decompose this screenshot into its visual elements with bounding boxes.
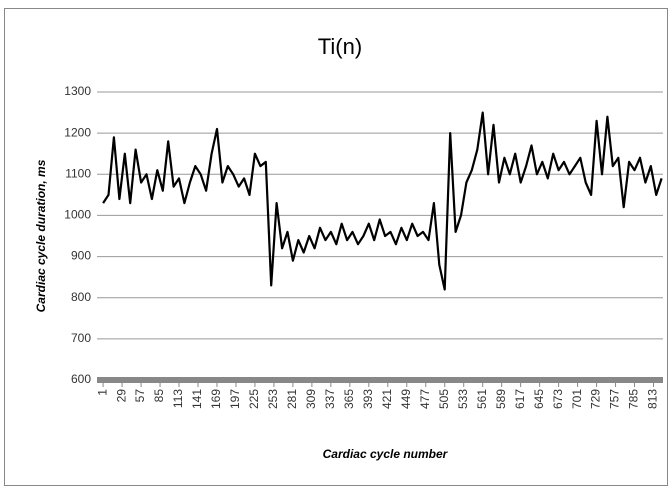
y-tick-label: 600 xyxy=(71,372,91,386)
x-tick-label: 85 xyxy=(152,389,166,403)
chart-border xyxy=(4,8,668,486)
x-tick-label: 785 xyxy=(627,389,641,409)
x-tick-label: 57 xyxy=(133,389,147,403)
x-tick-label: 337 xyxy=(323,389,337,409)
y-tick-label: 1000 xyxy=(64,208,91,222)
y-tick-label: 1200 xyxy=(64,125,91,139)
x-tick-label: 253 xyxy=(266,389,280,409)
x-tick-label: 701 xyxy=(570,389,584,409)
x-tick-label: 365 xyxy=(342,389,356,409)
x-tick-label: 813 xyxy=(646,389,660,409)
x-tick-label: 169 xyxy=(209,389,223,409)
x-tick-label: 197 xyxy=(228,389,242,409)
x-tick-label: 617 xyxy=(513,389,527,409)
x-tick-label: 477 xyxy=(418,389,432,409)
y-axis-label: Cardiac cycle duration, ms xyxy=(34,159,48,312)
x-tick-label: 729 xyxy=(589,389,603,409)
data-line xyxy=(102,111,663,291)
x-tick-label: 393 xyxy=(361,389,375,409)
x-axis-label: Cardiac cycle number xyxy=(323,447,449,461)
x-tick-label: 421 xyxy=(380,389,394,409)
y-tick-label: 1300 xyxy=(64,84,91,98)
x-tick-label: 589 xyxy=(494,389,508,409)
x-tick-label: 113 xyxy=(171,389,185,408)
y-tick-label: 1100 xyxy=(65,166,91,180)
x-tick-label: 281 xyxy=(285,389,299,409)
x-tick-label: 309 xyxy=(304,389,318,409)
x-tick-label: 645 xyxy=(532,389,546,409)
x-tick-label: 449 xyxy=(399,389,413,409)
x-tick-label: 757 xyxy=(608,389,622,409)
x-tick-label: 1 xyxy=(95,389,109,396)
y-tick-label: 900 xyxy=(71,249,91,263)
y-tick-label: 700 xyxy=(71,331,91,345)
chart-title: Ti(n) xyxy=(318,34,362,59)
x-tick-label: 505 xyxy=(437,389,451,409)
x-tick-label: 533 xyxy=(456,389,470,409)
x-tick-label: 561 xyxy=(475,389,489,409)
x-tick-label: 29 xyxy=(114,389,128,403)
x-tick-label: 141 xyxy=(190,389,204,409)
y-tick-label: 800 xyxy=(71,290,91,304)
x-tick-label: 673 xyxy=(551,389,565,409)
x-tick-label: 225 xyxy=(247,389,261,409)
